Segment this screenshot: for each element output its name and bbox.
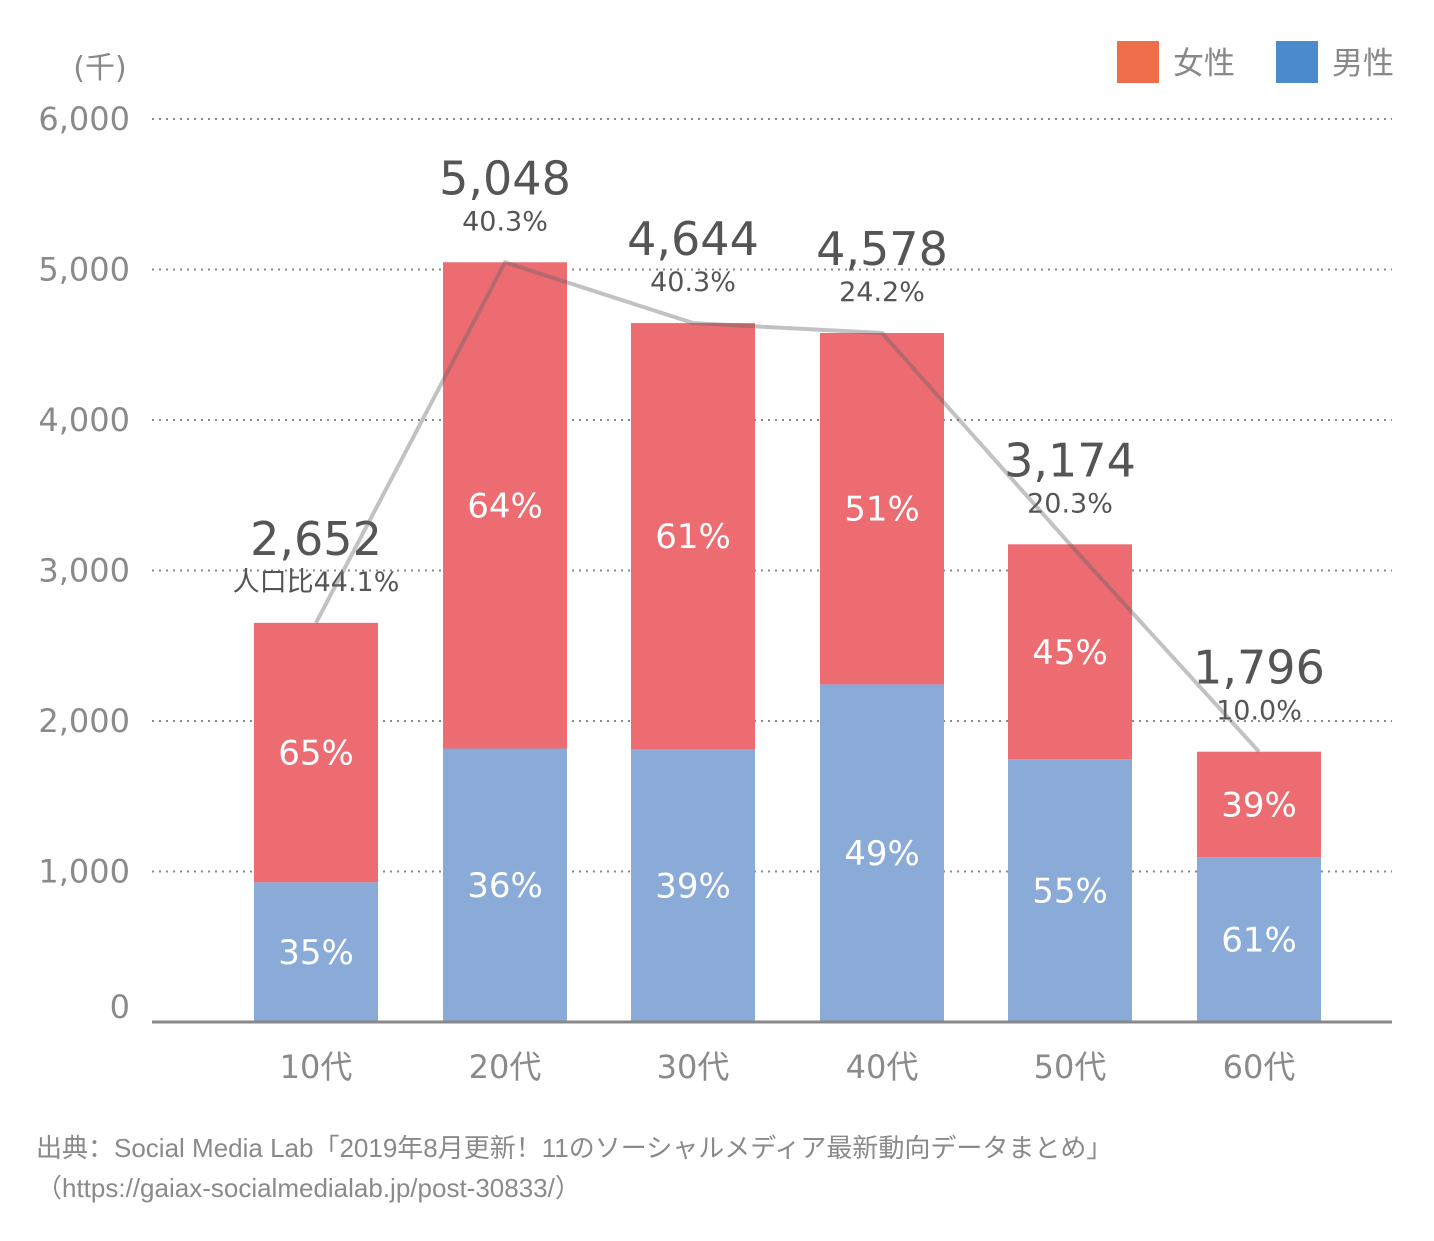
legend-label: 女性	[1173, 46, 1235, 82]
y-axis-unit-label: (千)	[73, 51, 126, 86]
segment-percent-label: 39%	[1221, 785, 1297, 825]
bar-segment-female	[443, 262, 567, 749]
legend-label: 男性	[1332, 46, 1394, 82]
source-url: （https://gaiax-socialmedialab.jp/post-30…	[36, 1173, 581, 1203]
segment-percent-label: 51%	[844, 490, 920, 530]
y-tick-label: 3,000	[38, 552, 130, 590]
bar-segment-female	[1197, 751, 1321, 858]
segment-percent-label: 61%	[1221, 921, 1297, 961]
segment-percent-label: 55%	[1032, 872, 1108, 912]
population-ratio-label: 40.3%	[650, 267, 736, 298]
population-ratio-label: 10.0%	[1216, 696, 1302, 727]
segment-percent-label: 49%	[844, 834, 920, 874]
x-tick-label: 40代	[846, 1048, 919, 1086]
total-value-label: 3,174	[1004, 433, 1136, 487]
bar-segment-male	[631, 749, 755, 1022]
segment-percent-label: 36%	[467, 866, 543, 906]
y-tick-label: 0	[110, 988, 130, 1026]
total-value-label: 2,652	[250, 512, 382, 566]
population-ratio-label: 20.3%	[1027, 488, 1113, 519]
segment-percent-label: 65%	[278, 734, 354, 774]
total-value-label: 4,578	[816, 222, 948, 276]
bar-segment-female	[1008, 544, 1132, 760]
bar-segment-female	[631, 323, 755, 750]
y-tick-label: 4,000	[38, 401, 130, 439]
y-tick-label: 6,000	[38, 100, 130, 138]
total-trend-line	[314, 259, 1261, 754]
bar-segment-male	[1197, 857, 1321, 1022]
legend-swatch-female	[1117, 41, 1159, 83]
x-tick-label: 30代	[657, 1048, 730, 1086]
legend-swatch-male	[1276, 41, 1318, 83]
x-tick-label: 60代	[1223, 1048, 1296, 1086]
x-tick-label: 50代	[1034, 1048, 1107, 1086]
bar-segment-female	[254, 622, 378, 883]
segment-percent-label: 35%	[278, 933, 354, 973]
bar-segment-male	[1008, 759, 1132, 1022]
x-tick-label: 10代	[280, 1048, 353, 1086]
bar-segment-male	[443, 748, 567, 1022]
total-value-label: 4,644	[627, 212, 759, 266]
segment-percent-label: 61%	[655, 517, 731, 557]
total-value-label: 1,796	[1193, 641, 1325, 695]
y-tick-label: 5,000	[38, 251, 130, 289]
y-tick-label: 1,000	[38, 853, 130, 891]
population-ratio-label: 24.2%	[839, 277, 925, 308]
population-ratio-label: 40.3%	[462, 206, 548, 237]
segment-percent-label: 64%	[467, 486, 543, 526]
bar-segment-male	[820, 684, 944, 1022]
x-tick-label: 20代	[469, 1048, 542, 1086]
y-tick-label: 2,000	[38, 702, 130, 740]
segment-percent-label: 45%	[1032, 633, 1108, 673]
population-ratio-label: 人口比44.1%	[233, 567, 400, 598]
bar-segment-male	[254, 882, 378, 1022]
segment-percent-label: 39%	[655, 867, 731, 907]
total-value-label: 5,048	[439, 151, 571, 205]
stacked-bar-chart: (千) 0 1,000 2,000 3,000 4,000 5,000 6,000 35% 65%…	[38, 41, 1394, 1086]
bar-segment-female	[820, 333, 944, 685]
source-citation: 出典：Social Media Lab「2019年8月更新！11のソーシャルメデ…	[36, 1133, 1113, 1163]
